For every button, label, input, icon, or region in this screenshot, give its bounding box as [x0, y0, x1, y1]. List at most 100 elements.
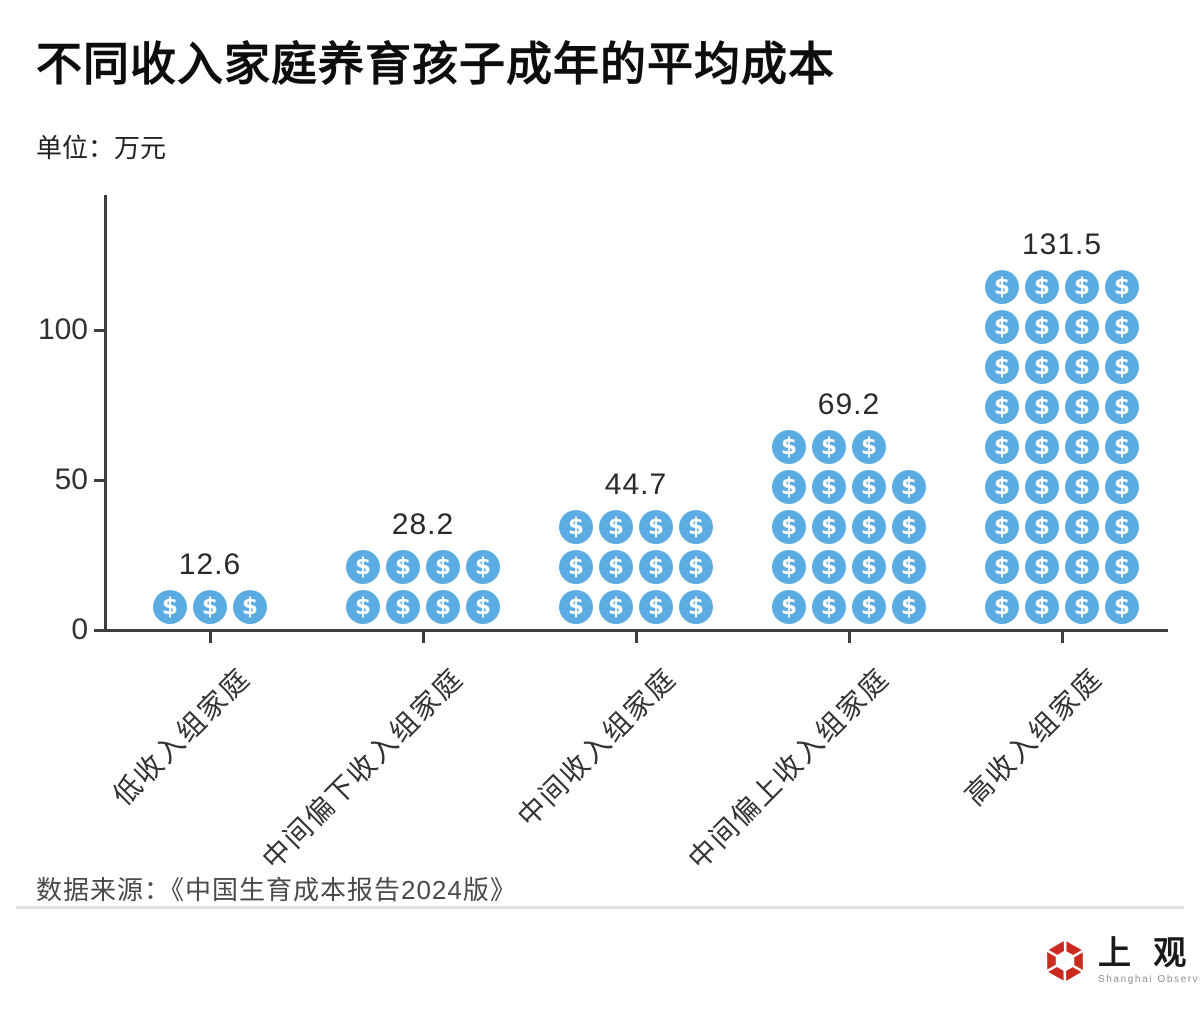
icon-row: $ $ $ $ — [772, 550, 926, 584]
x-tick-mark — [635, 631, 638, 643]
pictogram-stack: 12.6 $ $ $ — [133, 548, 287, 624]
dollar-coin-icon: $ — [1105, 510, 1139, 544]
icon-row: $ $ $ $ — [559, 510, 713, 544]
dollar-coin-icon: $ — [1065, 310, 1099, 344]
dollar-coin-icon: $ — [1025, 310, 1059, 344]
icon-row: $ $ $ $ — [346, 590, 500, 624]
y-tick-mark — [94, 479, 104, 482]
icon-row: $ $ $ — [133, 590, 287, 624]
dollar-coin-icon: $ — [892, 550, 926, 584]
dollar-coin-icon: $ — [1105, 470, 1139, 504]
dollar-coin-icon: $ — [466, 590, 500, 624]
dollar-coin-icon: $ — [985, 430, 1019, 464]
value-label: 44.7 — [604, 468, 668, 501]
dollar-coin-icon: $ — [679, 510, 713, 544]
dollar-coin-icon: $ — [679, 550, 713, 584]
dollar-coin-icon: $ — [985, 590, 1019, 624]
x-tick-mark — [209, 631, 212, 643]
footer-divider — [16, 906, 1184, 909]
dollar-coin-icon: $ — [426, 550, 460, 584]
dollar-coin-icon: $ — [1025, 550, 1059, 584]
dollar-coin-icon: $ — [892, 510, 926, 544]
icon-row: $ $ $ $ — [772, 470, 926, 504]
dollar-coin-icon: $ — [852, 590, 886, 624]
icon-row: $ $ $ $ — [346, 550, 500, 584]
dollar-coin-icon: $ — [812, 590, 846, 624]
pictogram-stack: 44.7 $ $ $ $ $ $ $ $ $ $ $ $ — [559, 468, 713, 624]
y-tick-label: 50 — [54, 463, 88, 496]
icon-row: $ $ $ $ — [559, 590, 713, 624]
dollar-coin-icon: $ — [1065, 350, 1099, 384]
dollar-coin-icon: $ — [1105, 350, 1139, 384]
chart-title: 不同收入家庭养育孩子成年的平均成本 — [36, 38, 835, 90]
y-axis-line — [104, 195, 107, 632]
icon-row: $ $ $ $ — [985, 310, 1139, 344]
dollar-coin-icon: $ — [1025, 350, 1059, 384]
y-tick-label: 100 — [37, 313, 88, 346]
logo-cn-text: 上 观 — [1098, 936, 1194, 972]
dollar-coin-icon: $ — [852, 550, 886, 584]
icon-row: $ $ $ — [772, 430, 926, 464]
x-category-label: 中间偏下收入组家庭 — [256, 662, 470, 876]
dollar-coin-icon: $ — [559, 510, 593, 544]
dollar-coin-icon: $ — [386, 550, 420, 584]
dollar-coin-icon: $ — [559, 550, 593, 584]
dollar-coin-icon: $ — [1065, 390, 1099, 424]
logo-en-text: Shanghai Observer — [1098, 974, 1200, 985]
dollar-coin-icon: $ — [772, 550, 806, 584]
icon-row: $ $ $ $ — [985, 430, 1139, 464]
icon-row: $ $ $ $ — [772, 510, 926, 544]
dollar-coin-icon: $ — [1065, 430, 1099, 464]
pictogram-stack: 69.2 $ $ $ $ $ $ $ $ $ $ $ $ $ $ $ $ $ $ $ — [772, 388, 926, 624]
dollar-coin-icon: $ — [985, 470, 1019, 504]
dollar-coin-icon: $ — [1025, 430, 1059, 464]
icon-row: $ $ $ $ — [985, 510, 1139, 544]
dollar-coin-icon: $ — [1025, 510, 1059, 544]
dollar-coin-icon: $ — [233, 590, 267, 624]
dollar-coin-icon: $ — [985, 350, 1019, 384]
dollar-coin-icon: $ — [426, 590, 460, 624]
dollar-coin-icon: $ — [466, 550, 500, 584]
dollar-coin-icon: $ — [852, 470, 886, 504]
dollar-coin-icon: $ — [1065, 270, 1099, 304]
dollar-coin-icon: $ — [1025, 590, 1059, 624]
dollar-coin-icon: $ — [193, 590, 227, 624]
icon-row: $ $ $ $ — [985, 550, 1139, 584]
x-category-label: 中间收入组家庭 — [511, 662, 683, 833]
icon-row: $ $ $ $ — [985, 350, 1139, 384]
x-tick-mark — [422, 631, 425, 643]
dollar-coin-icon: $ — [892, 590, 926, 624]
x-tick-mark — [848, 631, 851, 643]
dollar-coin-icon: $ — [599, 590, 633, 624]
pictogram-stack: 131.5 $ $ $ $ $ $ $ $ $ $ $ $ $ $ $ $ $ $ $ $ $ $ $ $ $ $ $ $ $ $ $ $ $ $ $… — [985, 228, 1139, 624]
dollar-coin-icon: $ — [892, 470, 926, 504]
logo-text-block: 上 观 Shanghai Observer — [1098, 936, 1200, 985]
x-category-label: 中间偏上收入组家庭 — [682, 662, 896, 876]
dollar-coin-icon: $ — [1025, 390, 1059, 424]
x-tick-mark — [1061, 631, 1064, 643]
aperture-logo-icon — [1042, 937, 1088, 984]
dollar-coin-icon: $ — [153, 590, 187, 624]
value-label: 28.2 — [391, 508, 455, 541]
dollar-coin-icon: $ — [346, 590, 380, 624]
icon-row: $ $ $ $ — [985, 470, 1139, 504]
dollar-coin-icon: $ — [386, 590, 420, 624]
dollar-coin-icon: $ — [1105, 550, 1139, 584]
dollar-coin-icon: $ — [1065, 590, 1099, 624]
dollar-coin-icon: $ — [639, 590, 673, 624]
dollar-coin-icon: $ — [1105, 270, 1139, 304]
dollar-coin-icon: $ — [985, 550, 1019, 584]
icon-row: $ $ $ $ — [559, 550, 713, 584]
dollar-coin-icon: $ — [772, 470, 806, 504]
dollar-coin-icon: $ — [1025, 470, 1059, 504]
dollar-coin-icon: $ — [1105, 430, 1139, 464]
dollar-coin-icon: $ — [812, 510, 846, 544]
x-axis-line — [104, 629, 1168, 632]
dollar-coin-icon: $ — [772, 510, 806, 544]
y-tick-mark — [94, 629, 104, 632]
icon-row: $ $ $ $ — [772, 590, 926, 624]
data-source-note: 数据来源：《中国生育成本报告2024版》 — [36, 875, 517, 905]
dollar-coin-icon: $ — [812, 550, 846, 584]
